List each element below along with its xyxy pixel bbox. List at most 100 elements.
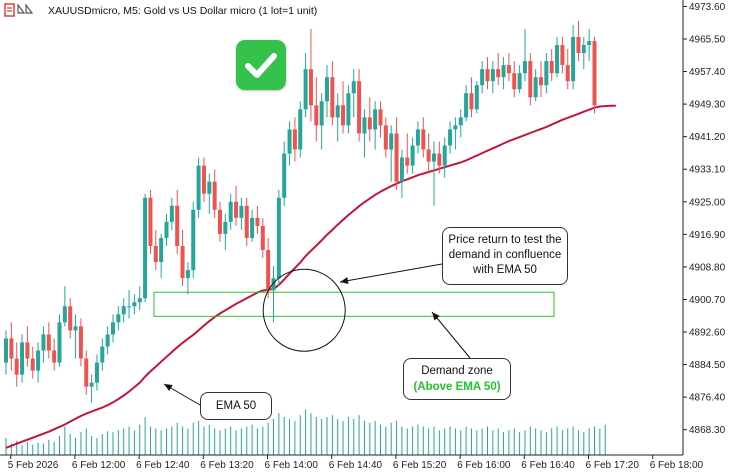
candle-body <box>266 250 271 291</box>
candle-body <box>528 61 533 98</box>
candle-body <box>378 109 383 126</box>
x-tick-label: 6 Feb 15:20 <box>393 460 447 471</box>
candle <box>78 318 83 367</box>
demand-zone-rect <box>153 291 555 317</box>
candle-body <box>41 334 46 351</box>
candle-body <box>25 342 30 359</box>
candle <box>116 306 121 331</box>
candle <box>276 189 281 287</box>
candle <box>512 61 517 98</box>
candle-body <box>201 165 206 194</box>
candle <box>351 69 356 118</box>
candle-body <box>255 217 260 226</box>
candle-body <box>330 77 335 118</box>
candle <box>330 61 335 126</box>
chart-title: XAUUSDmicro, M5: Gold vs US Dollar micro… <box>48 5 318 17</box>
candle-body <box>458 117 463 126</box>
candles-layer <box>4 20 597 403</box>
candle <box>399 149 404 198</box>
candle-body <box>341 105 346 126</box>
highlight-circle <box>262 268 346 352</box>
candle <box>522 28 527 82</box>
candle <box>373 101 378 150</box>
candle <box>571 24 576 90</box>
candle-body <box>539 77 543 86</box>
candle-body <box>105 334 110 347</box>
candle-body <box>111 322 115 335</box>
candle-body <box>36 350 41 371</box>
candle <box>576 20 581 62</box>
candle <box>549 49 554 82</box>
candle-body <box>298 109 303 150</box>
arrow-shaft <box>339 263 443 283</box>
candle <box>383 117 388 158</box>
candle <box>73 314 78 359</box>
candle <box>250 209 255 242</box>
candle <box>565 49 570 90</box>
candle <box>52 338 57 371</box>
candle-body <box>175 205 180 246</box>
arrow-to-circle <box>339 263 443 285</box>
y-tick-label: 4957.40 <box>689 67 726 78</box>
arrow-head <box>340 277 349 285</box>
candle-body <box>480 69 485 86</box>
candle-body <box>592 40 597 106</box>
candle <box>292 117 297 162</box>
candle-body <box>576 36 581 54</box>
candle <box>191 201 196 279</box>
x-tick-label: 6 Feb 16:00 <box>457 460 511 471</box>
candle <box>57 314 62 367</box>
candle <box>378 101 383 138</box>
candle <box>426 133 431 174</box>
candle-body <box>362 117 367 134</box>
candle <box>68 298 73 339</box>
candle <box>560 36 565 74</box>
y-tick-label: 4965.50 <box>689 34 726 45</box>
candle-body <box>549 61 554 74</box>
candle-body <box>276 197 281 279</box>
x-tick-label: 6 Feb 17:20 <box>586 460 640 471</box>
candle <box>175 189 180 255</box>
candle <box>239 197 244 230</box>
candle-body <box>94 362 99 383</box>
x-tick-label: 6 Feb 12:00 <box>72 460 126 471</box>
candle <box>143 193 148 303</box>
candle-body <box>565 65 570 82</box>
candle <box>271 266 276 323</box>
candle-body <box>303 69 308 110</box>
candle-body <box>20 342 25 375</box>
candle <box>46 322 51 359</box>
candle <box>303 53 308 118</box>
candle <box>9 322 14 371</box>
candle-body <box>351 81 356 94</box>
candle <box>180 229 185 287</box>
callout-demand-zone: Demand zone (Above EMA 50) <box>403 358 511 400</box>
candle <box>62 286 67 327</box>
candle-body <box>52 350 57 363</box>
candle <box>480 61 485 94</box>
candle <box>266 237 271 299</box>
candle-body <box>159 237 164 263</box>
candle <box>127 290 132 319</box>
candle <box>196 157 201 218</box>
candle <box>506 53 511 82</box>
candle <box>415 121 420 154</box>
y-tick-label: 4973.60 <box>689 2 726 13</box>
candle <box>341 81 346 134</box>
candle <box>587 28 592 62</box>
candle-body <box>57 322 62 363</box>
arrow-shaft <box>431 311 471 359</box>
candle <box>218 201 222 242</box>
candle <box>464 85 469 122</box>
chart-tool-icon[interactable] <box>2 1 36 21</box>
candle <box>223 213 228 251</box>
candle <box>501 57 506 90</box>
candle-body <box>148 197 153 246</box>
candle-body <box>560 45 565 66</box>
candle-body <box>292 129 297 150</box>
candle-body <box>410 145 415 166</box>
candle <box>592 36 597 114</box>
candle-body <box>308 69 313 106</box>
candle-body <box>121 306 126 315</box>
